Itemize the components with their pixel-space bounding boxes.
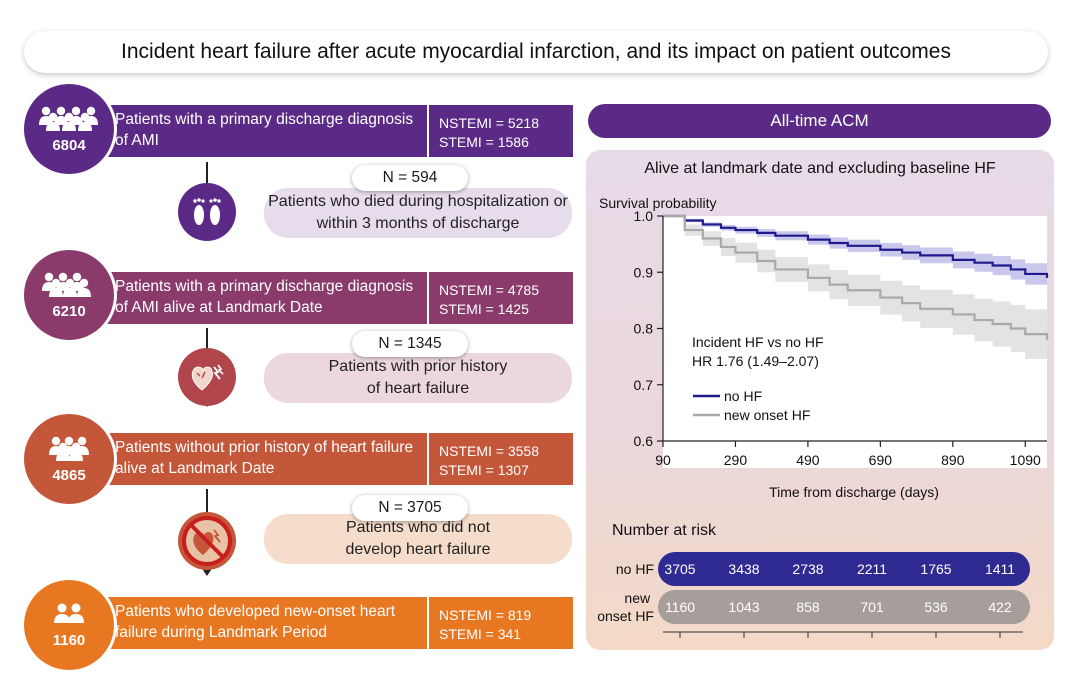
- ci-band-no-hf: [663, 216, 1047, 290]
- stage-3-counts: NSTEMI = 3558 STEMI = 1307: [427, 433, 573, 485]
- connector-arrow-3: [201, 567, 213, 576]
- exclusion-note-2: Patients with prior history of heart fai…: [264, 353, 572, 403]
- y-axis-title: Survival probability: [599, 195, 717, 211]
- risk-value: 1411: [985, 561, 1015, 577]
- stage-circle-2: 6210: [24, 250, 114, 340]
- heart-failure-icon: [191, 364, 224, 391]
- risk-value: 1765: [920, 561, 951, 577]
- x-tick-label: 690: [869, 452, 893, 468]
- stage-3-count: 4865: [52, 466, 86, 484]
- exclusion-2-n: N = 1345: [378, 335, 442, 352]
- x-tick-label: 490: [796, 452, 820, 468]
- exclusion-3-text: Patients who did not develop heart failu…: [345, 519, 491, 558]
- risk-row-new-onset-hf-label: new onset HF: [597, 590, 654, 624]
- risk-value: 1043: [728, 599, 759, 615]
- exclusion-2-text: Patients with prior history of heart fai…: [328, 358, 508, 397]
- stage-3-nstemi: NSTEMI = 3558: [439, 443, 539, 459]
- no-heart-failure-icon: [182, 516, 232, 566]
- acm-header-label: All-time ACM: [770, 111, 869, 130]
- x-tick-label: 90: [655, 452, 671, 468]
- main-title: Incident heart failure after acute myoca…: [121, 40, 951, 63]
- stage-banner-1: Patients with a primary discharge diagno…: [95, 105, 573, 157]
- stage-4-nstemi: NSTEMI = 819: [439, 607, 532, 623]
- exclusion-1-n: N = 594: [382, 169, 438, 186]
- exclusion-n-3: N = 3705: [352, 495, 468, 521]
- stage-4-count: 1160: [52, 631, 86, 649]
- chart-subtitle: Alive at landmark date and excluding bas…: [644, 160, 996, 177]
- hr-annotation-line1: Incident HF vs no HF: [692, 334, 824, 350]
- x-tick-label: 290: [724, 452, 748, 468]
- stage-1-counts: NSTEMI = 5218 STEMI = 1586: [427, 105, 573, 157]
- survival-chart: Survival probability 90 290 490 690 890 1090 …: [599, 195, 1049, 500]
- stage-1-stemi: STEMI = 1586: [439, 134, 529, 150]
- y-tick-label: 0.6: [634, 433, 654, 449]
- legend-new-onset-hf-label: new onset HF: [724, 407, 810, 423]
- people-group-icon: [42, 272, 91, 297]
- stage-2-counts: NSTEMI = 4785 STEMI = 1425: [427, 272, 573, 324]
- y-tick-label: 0.9: [634, 264, 654, 280]
- stage-2-stemi: STEMI = 1425: [439, 301, 529, 317]
- stage-2-count: 6210: [52, 302, 86, 320]
- stage-1-description: Patients with a primary discharge diagno…: [115, 111, 414, 149]
- people-group-icon: [39, 106, 98, 131]
- survival-line-no-hf: [663, 214, 1049, 278]
- risk-table-title: Number at risk: [612, 522, 717, 539]
- risk-table: no HF new onset HF 3705 3438 2738 2211 1765 1…: [597, 552, 1030, 638]
- stage-4-stemi: STEMI = 341: [439, 626, 522, 642]
- exclusion-note-3: Patients who did not develop heart failu…: [264, 514, 572, 564]
- stage-4-description: Patients who developed new-onset heart f…: [115, 603, 396, 641]
- exclusion-1-text: Patients who died during hospitalization…: [268, 193, 568, 232]
- acm-header: All-time ACM: [588, 104, 1051, 138]
- exclusion-icon-disc-3: [178, 512, 236, 570]
- hr-annotation-line2: HR 1.76 (1.49–2.07): [692, 353, 819, 369]
- exclusion-icon-disc-2: [178, 348, 236, 406]
- stage-1-count: 6804: [52, 136, 86, 154]
- risk-value: 858: [796, 599, 820, 615]
- y-tick-label: 0.7: [634, 377, 654, 393]
- risk-row-no-hf-bar: [658, 552, 1030, 586]
- risk-value: 3705: [664, 561, 695, 577]
- stage-circle-1: 6804: [24, 84, 114, 174]
- people-group-icon: [49, 436, 89, 461]
- stage-4-counts: NSTEMI = 819 STEMI = 341: [427, 597, 573, 649]
- stage-circle-4: 1160: [24, 580, 114, 670]
- y-tick-label: 1.0: [634, 208, 654, 224]
- stage-3-description: Patients without prior history of heart …: [115, 439, 414, 477]
- x-axis-title: Time from discharge (days): [769, 484, 939, 500]
- stage-1-nstemi: NSTEMI = 5218: [439, 115, 539, 131]
- survival-line-new-onset-hf: [663, 214, 1049, 340]
- risk-value: 3438: [728, 561, 759, 577]
- risk-row-no-hf-label: no HF: [616, 561, 654, 577]
- risk-value: 2211: [857, 561, 887, 577]
- exclusion-n-2: N = 1345: [352, 331, 468, 357]
- x-tick-label: 890: [941, 452, 965, 468]
- exclusion-icon-disc-1: [178, 183, 236, 241]
- risk-row-new-onset-hf-bar: [658, 590, 1030, 624]
- risk-value: 422: [988, 599, 1012, 615]
- y-tick-label: 0.8: [634, 321, 654, 337]
- risk-value: 1160: [665, 599, 695, 615]
- people-group-icon: [54, 603, 84, 623]
- x-tick-label: 1090: [1010, 452, 1041, 468]
- stage-banner-2: Patients with a primary discharge diagno…: [95, 272, 573, 324]
- stage-banner-4: Patients who developed new-onset heart f…: [95, 597, 573, 649]
- exclusion-n-1: N = 594: [352, 165, 468, 191]
- stage-circle-3: 4865: [24, 414, 114, 504]
- risk-value: 2738: [792, 561, 823, 577]
- stage-3-stemi: STEMI = 1307: [439, 462, 529, 478]
- exclusion-3-n: N = 3705: [378, 499, 442, 516]
- exclusion-note-1: Patients who died during hospitalization…: [264, 188, 572, 238]
- title-banner: Incident heart failure after acute myoca…: [24, 31, 1048, 73]
- feet-icon: [193, 198, 221, 225]
- legend-no-hf-label: no HF: [724, 388, 762, 404]
- stage-2-description: Patients with a primary discharge diagno…: [115, 278, 414, 316]
- stage-banner-3: Patients without prior history of heart …: [95, 433, 573, 485]
- risk-value: 536: [924, 599, 948, 615]
- risk-value: 701: [860, 599, 884, 615]
- stage-2-nstemi: NSTEMI = 4785: [439, 282, 539, 298]
